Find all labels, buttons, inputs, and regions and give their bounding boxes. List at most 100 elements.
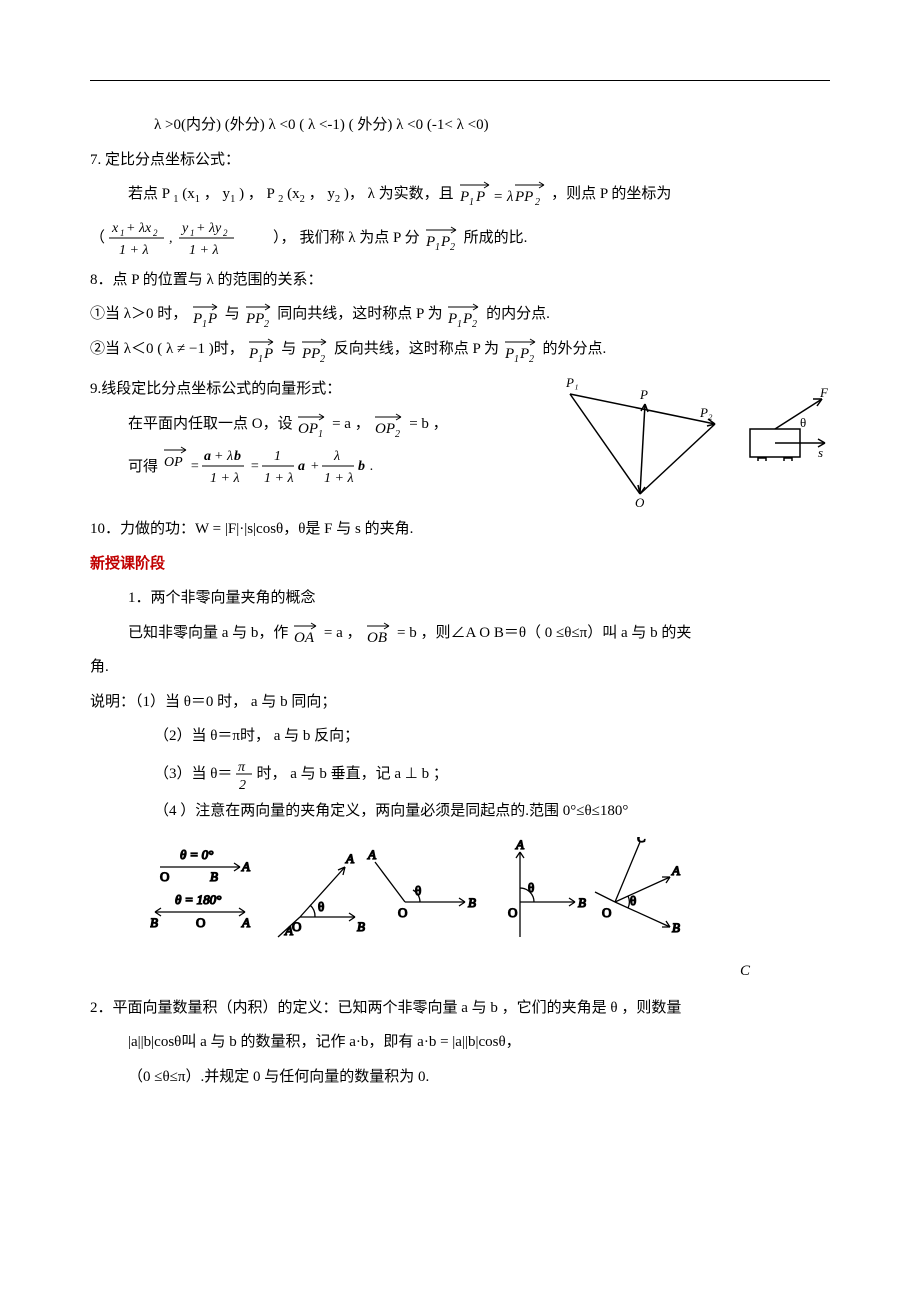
svg-text:O: O	[398, 905, 407, 920]
svg-text:P: P	[263, 346, 273, 362]
svg-text:y: y	[180, 221, 189, 236]
svg-text:1 + λ: 1 + λ	[119, 243, 149, 258]
svg-text:+ λ: + λ	[214, 449, 233, 464]
vec-p1p2-icon: P1P2	[503, 338, 539, 362]
t: (x	[287, 186, 300, 202]
t: 与	[281, 341, 296, 357]
svg-text:PP: PP	[245, 311, 264, 327]
sec7-title: 7. 定比分点坐标公式：	[90, 146, 830, 175]
svg-text:2: 2	[320, 354, 325, 362]
t: 在平面内任取一点 O，设	[128, 416, 293, 432]
t: 我们称 λ 为点 P 分	[300, 224, 420, 253]
svg-text:1: 1	[514, 354, 519, 362]
top-rule	[90, 80, 830, 81]
svg-text:1 + λ: 1 + λ	[324, 471, 354, 486]
svg-text:OP: OP	[298, 421, 318, 437]
formula-p1p-eq-lambda-pp2: P1P = λ PP2	[457, 181, 547, 209]
sec9-p2: 可得 OP = a+ λb 1 + λ = 1 1 + λ a+	[90, 444, 530, 490]
t: = a ，	[332, 416, 370, 432]
svg-text:+: +	[310, 459, 319, 474]
s2-title: 2．平面向量数量积（内积）的定义：已知两个非零向量 a 与 b ，它们的夹角是 …	[90, 994, 830, 1023]
sec7-para1: 若点 P 1 (x1 ， y1 ) ， P 2 (x2 ， y2 )， λ 为实…	[90, 180, 830, 210]
svg-text:B: B	[468, 895, 476, 910]
svg-text:s: s	[818, 445, 823, 460]
t: 所成的比.	[464, 224, 528, 253]
svg-text:A: A	[671, 863, 680, 878]
svg-text:P: P	[425, 234, 435, 250]
svg-text:OB: OB	[367, 630, 387, 646]
svg-text:B: B	[210, 869, 218, 884]
svg-text:θ: θ	[528, 880, 534, 895]
svg-text:=: =	[190, 459, 199, 474]
svg-text:1 + λ: 1 + λ	[189, 243, 219, 258]
vec-op1-icon: OP1	[296, 413, 328, 437]
t: ， y	[309, 186, 335, 202]
svg-text:1 + λ: 1 + λ	[210, 471, 240, 486]
t: ①当 λ＞0 时，	[90, 306, 187, 322]
vec-oa-icon: OA	[292, 622, 320, 646]
svg-text:P: P	[462, 311, 472, 327]
svg-text:2: 2	[153, 228, 158, 238]
svg-text:O: O	[292, 919, 301, 934]
svg-text:1: 1	[202, 319, 207, 327]
t: ， y	[204, 186, 230, 202]
svg-text:O: O	[508, 905, 517, 920]
s2-p1: |a||b|cosθ叫 a 与 b 的数量积，记作 a·b，即有 a·b = |…	[90, 1028, 830, 1057]
t: ②当 λ＜0 ( λ ≠ −1 )时，	[90, 341, 244, 357]
svg-text:O: O	[635, 495, 645, 509]
svg-text:1: 1	[274, 449, 281, 464]
svg-text:B: B	[672, 920, 680, 935]
sec9-title: 9.线段定比分点坐标公式的向量形式：	[90, 375, 530, 404]
vec-op2-icon: OP2	[373, 413, 405, 437]
t: )， λ 为实数，且	[344, 186, 454, 202]
svg-text:P₂: P₂	[699, 405, 713, 420]
svg-text:+ λy: + λy	[196, 221, 222, 236]
svg-text:a: a	[298, 459, 305, 474]
vec-p1p-icon: P1P	[247, 338, 277, 362]
svg-text:2: 2	[529, 354, 534, 362]
svg-text:P₁: P₁	[565, 375, 578, 390]
svg-text:1: 1	[318, 429, 323, 437]
svg-text:b: b	[234, 449, 241, 464]
svg-text:O: O	[196, 915, 205, 930]
svg-text:1: 1	[435, 242, 440, 250]
t: ，则点 P 的坐标为	[551, 186, 671, 202]
svg-text:a: a	[204, 449, 211, 464]
svg-text:P: P	[440, 234, 450, 250]
t: 的内分点.	[486, 306, 550, 322]
svg-text:B: B	[357, 919, 365, 934]
svg-text:OP: OP	[164, 455, 183, 470]
svg-text:2: 2	[264, 319, 269, 327]
s2-p2: （0 ≤θ≤π）.并规定 0 与任何向量的数量积为 0.	[90, 1063, 830, 1092]
svg-text:= λ: = λ	[493, 189, 514, 205]
svg-text:,: ,	[169, 231, 173, 246]
svg-text:P: P	[192, 311, 202, 327]
lambda-cases-line: λ >0(内分) (外分) λ <0 ( λ <-1) ( 外分) λ <0 (…	[90, 111, 830, 140]
t: (x	[182, 186, 195, 202]
s1-title: 1．两个非零向量夹角的概念	[90, 584, 830, 613]
sec7-para2: （ x1+ λx2 1 + λ , y1+ λy2 1 + λ ）， 我们称 λ…	[90, 216, 830, 260]
svg-text:A: A	[241, 859, 250, 874]
t: 的外分点.	[543, 341, 607, 357]
sec9-p1: 在平面内任取一点 O，设 OP1 = a ， OP2 = b ，	[90, 410, 530, 439]
t: 反向共线，这时称点 P 为	[334, 341, 499, 357]
vec-pp2-icon: PP2	[300, 338, 330, 362]
svg-text:2: 2	[239, 778, 246, 791]
t: 与	[225, 306, 240, 322]
svg-text:θ: θ	[800, 415, 806, 430]
svg-text:=: =	[250, 459, 259, 474]
svg-text:A: A	[241, 915, 250, 930]
svg-text:θ: θ	[318, 899, 324, 914]
svg-text:1 + λ: 1 + λ	[264, 471, 294, 486]
t: 时， a 与 b 垂直，记 a ⊥ b ；	[256, 760, 447, 789]
s1-note4: （4 ）注意在两向量的夹角定义，两向量必须是同起点的.范围 0°≤θ≤180°	[90, 797, 830, 826]
svg-text:P: P	[459, 189, 469, 205]
s1-note1: 说明：（1）当 θ＝0 时， a 与 b 同向；	[90, 688, 830, 717]
svg-text:PP: PP	[514, 189, 533, 205]
svg-text:1: 1	[457, 319, 462, 327]
svg-text:C: C	[637, 837, 646, 845]
svg-text:2: 2	[395, 429, 400, 437]
svg-text:P: P	[639, 387, 648, 402]
sec8-p2: ②当 λ＜0 ( λ ≠ −1 )时， P1P 与 PP2 反向共线，这时称点 …	[90, 335, 830, 364]
t: 可得	[128, 453, 158, 482]
